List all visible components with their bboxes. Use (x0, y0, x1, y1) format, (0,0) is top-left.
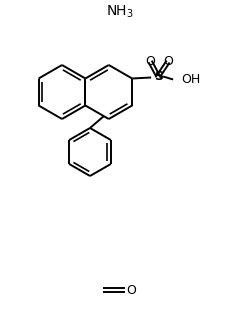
Text: S: S (154, 70, 163, 83)
Text: O: O (163, 55, 173, 68)
Text: O: O (145, 55, 155, 68)
Text: O: O (126, 284, 136, 297)
Text: NH$_3$: NH$_3$ (106, 4, 134, 20)
Text: OH: OH (181, 73, 200, 86)
